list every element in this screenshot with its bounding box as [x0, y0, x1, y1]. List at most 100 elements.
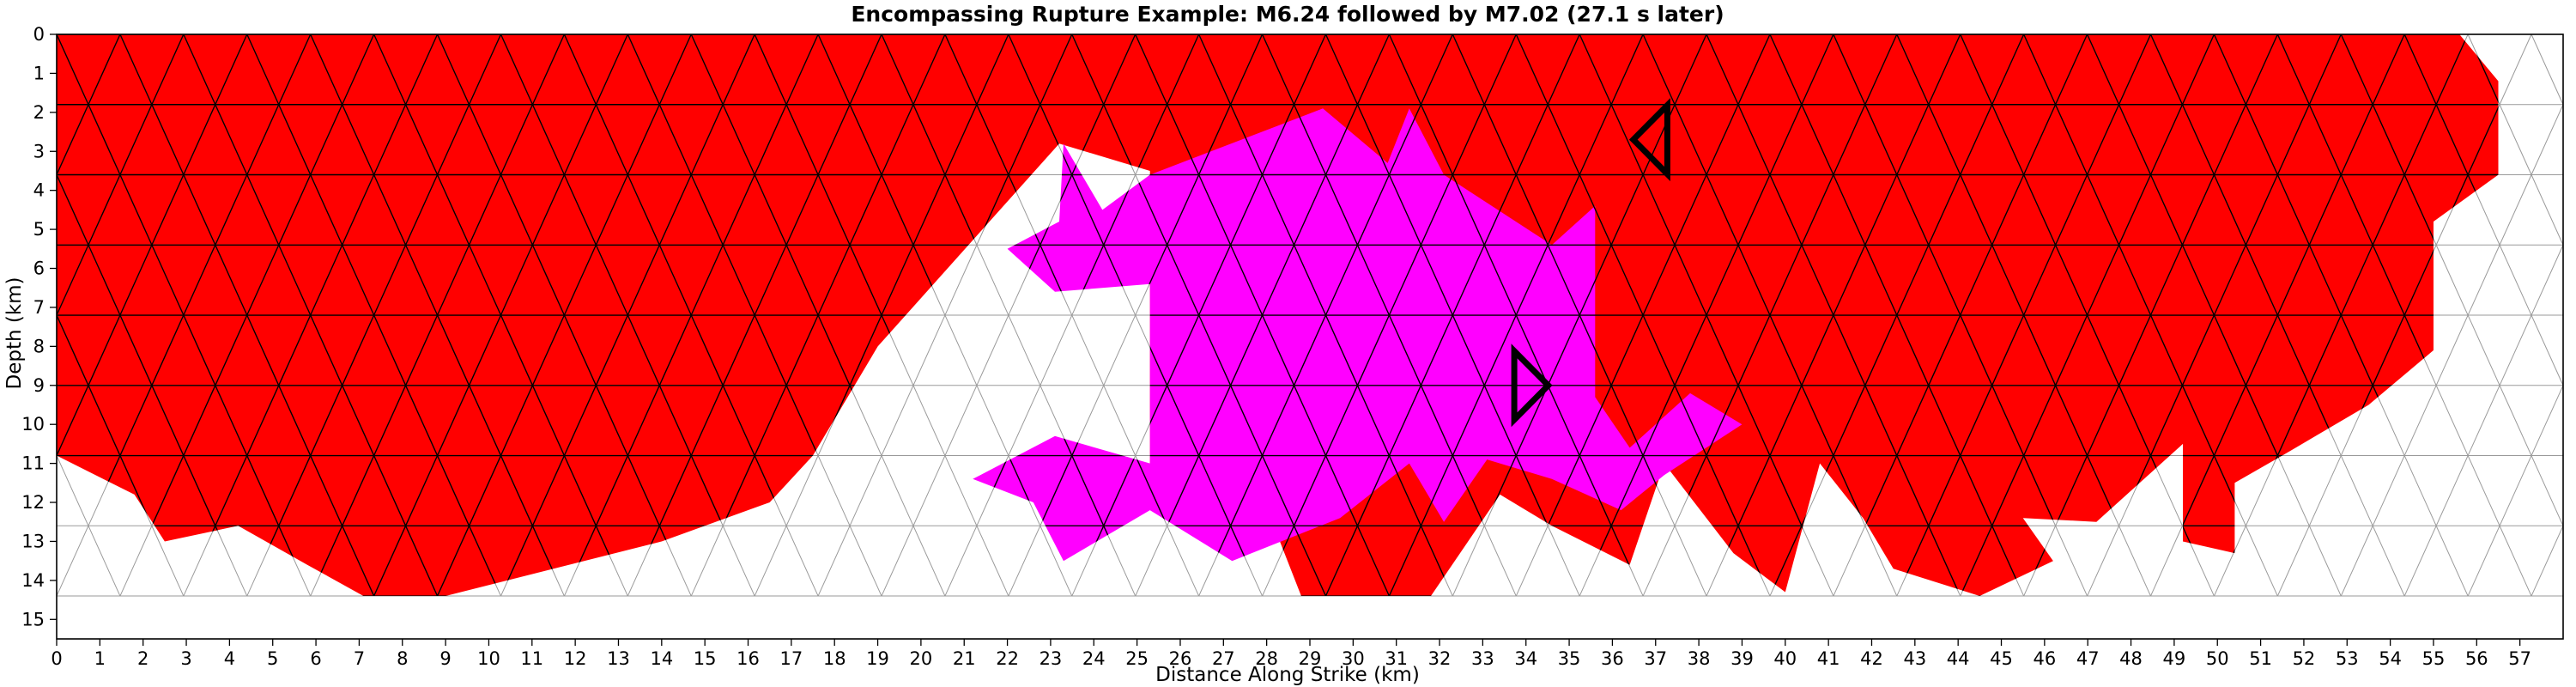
mesh-edge [1864, 526, 1898, 597]
mesh-edge-ruptured [1928, 174, 1961, 246]
mesh-edge-ruptured [1483, 244, 1517, 316]
mesh-edge-ruptured [1960, 525, 1993, 596]
mesh-edge-ruptured [1388, 34, 1422, 106]
mesh-edge-ruptured [817, 244, 851, 316]
mesh-edge-ruptured [2563, 456, 2576, 526]
mesh-edge-ruptured [2181, 104, 2215, 175]
mesh-edge-ruptured [1547, 104, 1580, 175]
mesh-edge [976, 314, 1009, 386]
mesh-edge [1008, 385, 1041, 456]
mesh-edge-ruptured [88, 174, 121, 246]
mesh-edge-ruptured [404, 385, 439, 456]
mesh-edge-ruptured [754, 244, 787, 316]
mesh-edge-ruptured [1610, 174, 1644, 246]
mesh-edge-ruptured [151, 104, 185, 175]
mesh-edge [2372, 385, 2405, 456]
mesh-edge-ruptured [436, 314, 470, 386]
mesh-edge [1039, 526, 1073, 597]
mesh-edge-ruptured [1896, 385, 1930, 456]
mesh-edge-ruptured [183, 174, 216, 246]
y-tick-label: 11 [21, 453, 45, 474]
mesh-edge-ruptured [278, 455, 312, 526]
mesh-edge-ruptured [2563, 105, 2576, 175]
mesh-edge-ruptured [1293, 104, 1327, 175]
mesh-edge-ruptured [436, 104, 470, 175]
x-tick-label: 20 [910, 648, 933, 669]
mesh-edge [849, 455, 882, 526]
mesh-edge-ruptured [2563, 315, 2576, 386]
x-tick-label: 33 [1471, 648, 1494, 669]
mesh-edge-ruptured [531, 34, 566, 106]
mesh-edge [2276, 455, 2310, 526]
mesh-edge-ruptured [2372, 174, 2405, 246]
mesh-edge-ruptured [1229, 104, 1264, 175]
mesh-edge-ruptured [1293, 525, 1327, 596]
mesh-edge-ruptured [1706, 455, 1739, 526]
mesh-edge-ruptured [436, 34, 470, 106]
mesh-edge-ruptured [563, 244, 597, 316]
mesh-edge-ruptured [278, 314, 312, 386]
mesh-edge-ruptured [1801, 104, 1834, 175]
mesh-edge-ruptured [2276, 314, 2310, 386]
mesh-edge-ruptured [2308, 314, 2342, 386]
mesh-edge-ruptured [1864, 34, 1898, 106]
mesh-edge-ruptured [119, 314, 153, 386]
mesh-edge [944, 314, 978, 386]
mesh-edge-ruptured [57, 314, 89, 386]
x-tick-label: 6 [310, 648, 321, 669]
mesh-edge [2467, 526, 2500, 597]
mesh-edge-ruptured [2118, 174, 2152, 246]
mesh-edge-ruptured [1769, 104, 1803, 175]
mesh-edge-ruptured [2340, 174, 2373, 246]
mesh-edge-ruptured [1991, 455, 2025, 526]
mesh-edge [1135, 526, 1168, 597]
mesh-edge-ruptured [1388, 385, 1422, 456]
mesh-edge-ruptured [2023, 104, 2057, 175]
mesh-edge-ruptured [1579, 314, 1612, 386]
mesh-edge-ruptured [2149, 385, 2184, 456]
mesh-edge-ruptured [2118, 104, 2152, 175]
x-tick-label: 16 [736, 648, 760, 669]
mesh-edge-ruptured [404, 104, 439, 175]
mesh-edge-ruptured [1991, 385, 2025, 456]
mesh-edge [2403, 455, 2437, 526]
mesh-edge-ruptured [436, 525, 470, 596]
x-tick-label: 55 [2422, 648, 2446, 669]
mesh-edge [2308, 455, 2342, 526]
mesh-edge-ruptured [1293, 174, 1327, 246]
mesh-edge-ruptured [2245, 244, 2278, 316]
mesh-edge-ruptured [310, 385, 343, 456]
mesh-edge-ruptured [2213, 104, 2247, 175]
mesh-edge-ruptured [1261, 104, 1295, 175]
mesh-edge-ruptured [1388, 455, 1422, 526]
mesh-edge-ruptured [1229, 174, 1264, 246]
mesh-edge-ruptured [215, 34, 248, 106]
mesh-edge-ruptured [2563, 386, 2576, 456]
mesh-edge-ruptured [1356, 174, 1391, 246]
mesh-edge-ruptured [2181, 455, 2215, 526]
mesh-edge-ruptured [183, 385, 216, 456]
y-tick-label: 6 [33, 258, 45, 279]
mesh-edge-ruptured [246, 385, 280, 456]
mesh-edge-ruptured [658, 244, 692, 316]
mesh-edge-ruptured [1229, 314, 1264, 386]
mesh-edge [2467, 385, 2500, 456]
mesh-edge-ruptured [1833, 34, 1866, 106]
y-tick-label: 10 [21, 414, 45, 435]
mesh-edge [912, 385, 946, 456]
mesh-edge [2562, 103, 2563, 105]
mesh-edge-ruptured [1483, 314, 1517, 386]
mesh-edge-ruptured [1229, 385, 1264, 456]
mesh-edge-ruptured [119, 244, 153, 316]
x-tick-label: 4 [224, 648, 235, 669]
mesh-edge [1547, 526, 1580, 597]
mesh-edge [912, 455, 946, 526]
mesh-edge-ruptured [1167, 174, 1200, 246]
x-tick-label: 32 [1428, 648, 1452, 669]
mesh-edge-ruptured [849, 174, 882, 246]
mesh-edge-ruptured [658, 104, 692, 175]
mesh-edge-ruptured [1293, 455, 1327, 526]
mesh-edge [690, 526, 724, 597]
mesh-edge-ruptured [1769, 385, 1803, 456]
mesh-edge [2531, 245, 2563, 316]
